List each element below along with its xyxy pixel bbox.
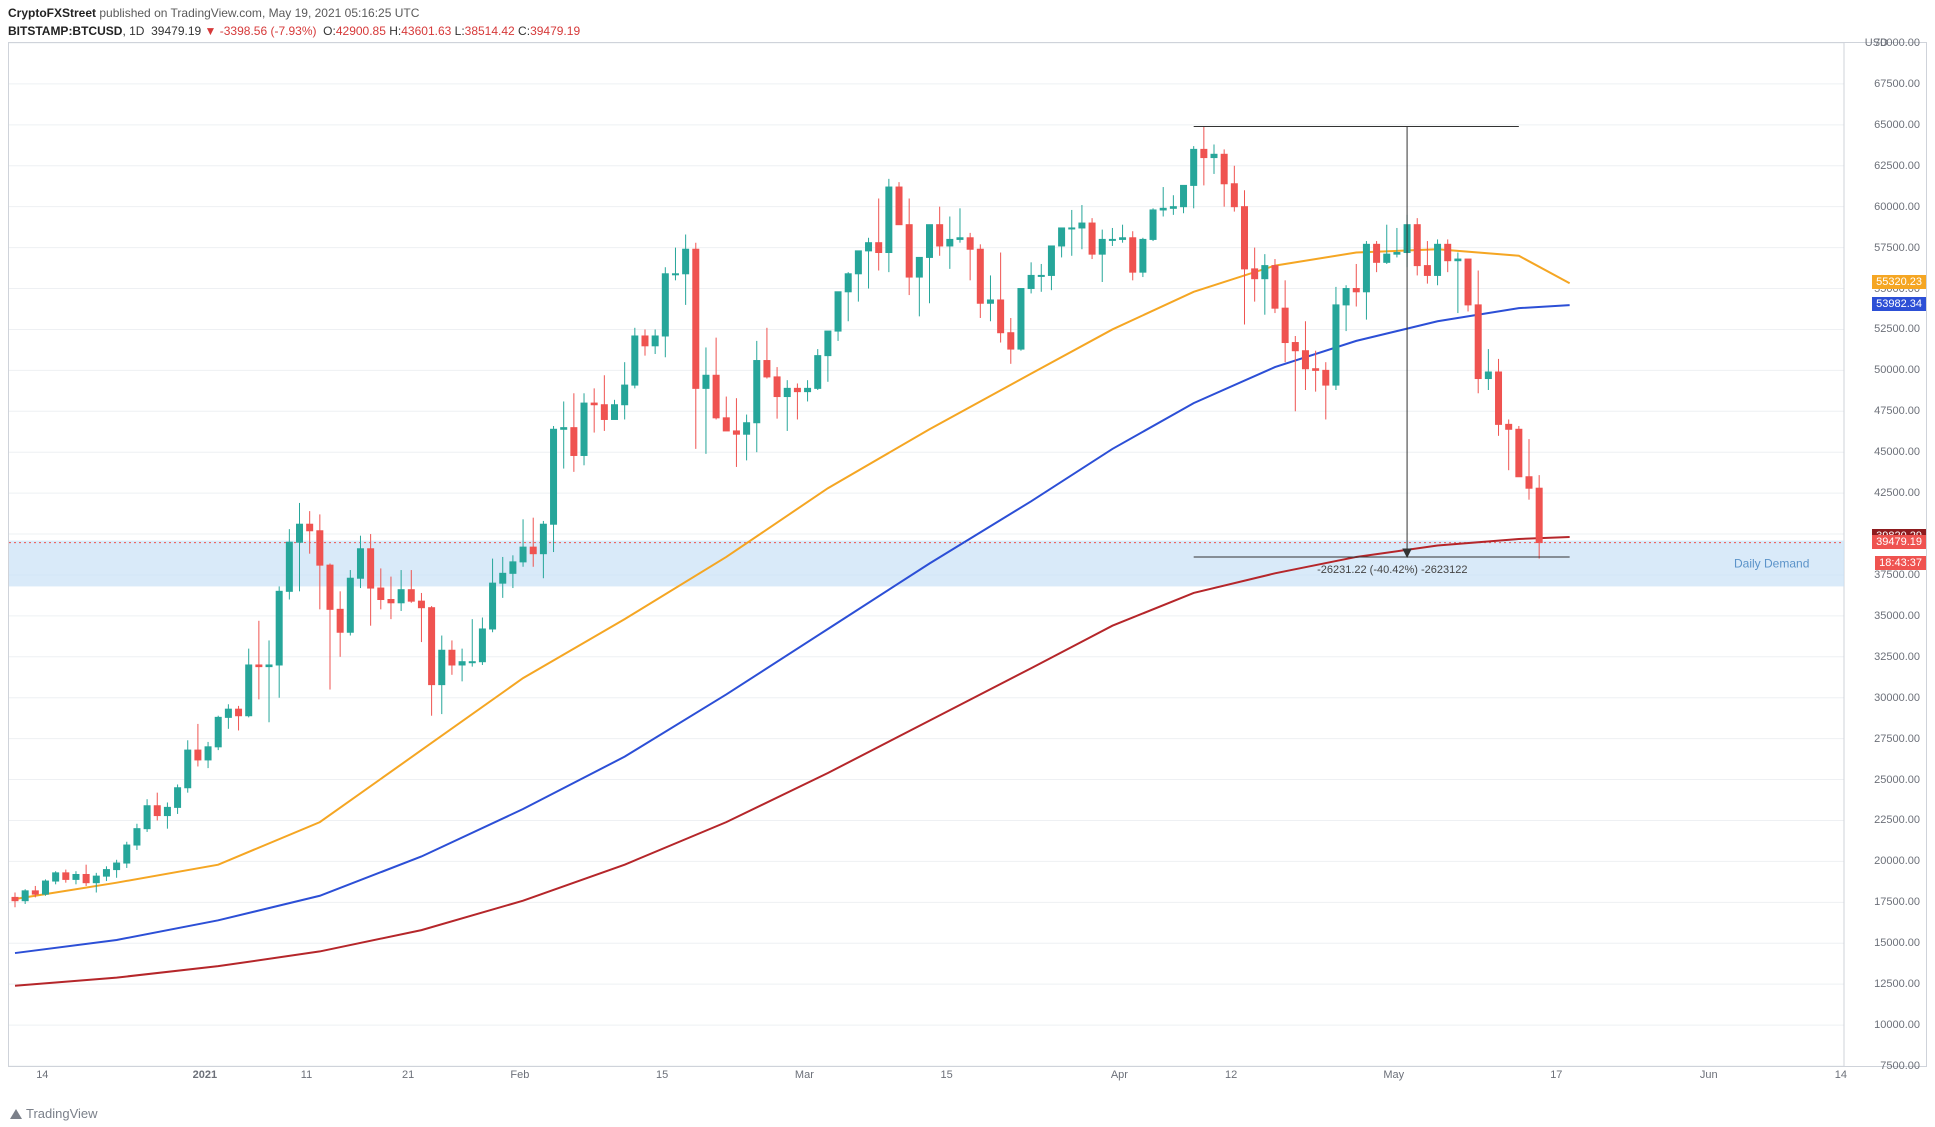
x-tick: 17 xyxy=(1550,1069,1562,1081)
y-tick: 67500.00 xyxy=(1874,78,1920,90)
chart-svg: Daily Demand -26231.22 (-40.42%) -2623122 xyxy=(9,43,1926,1066)
chart-legend: BITSTAMP:BTCUSD, 1D 39479.19 ▼ -3398.56 … xyxy=(8,24,580,38)
x-tick: May xyxy=(1383,1069,1404,1081)
x-tick: 11 xyxy=(301,1069,312,1081)
close: 39479.19 xyxy=(530,24,580,38)
y-tick: 15000.00 xyxy=(1874,937,1920,949)
down-arrow-icon: ▼ xyxy=(205,24,217,38)
x-tick: 21 xyxy=(402,1069,414,1081)
high: 43601.63 xyxy=(401,24,451,38)
y-tick: 47500.00 xyxy=(1874,405,1920,417)
x-tick: Feb xyxy=(510,1069,529,1081)
site: TradingView.com xyxy=(171,6,262,20)
timestamp: May 19, 2021 05:16:25 UTC xyxy=(269,6,420,20)
y-tick: 32500.00 xyxy=(1874,651,1920,663)
x-axis: 14 2021 11 21 Feb 15 Mar 15 Apr 12 May 17 Jun 14 xyxy=(8,1069,1927,1089)
y-unit: USD xyxy=(1865,37,1888,49)
y-axis: 7500.0010000.0012500.0015000.0017500.002… xyxy=(1846,43,1926,1066)
y-tick: 50000.00 xyxy=(1874,364,1920,376)
x-tick: 15 xyxy=(656,1069,668,1081)
low: 38514.42 xyxy=(465,24,515,38)
y-tick: 20000.00 xyxy=(1874,855,1920,867)
y-tick: 65000.00 xyxy=(1874,119,1920,131)
y-tick: 22500.00 xyxy=(1874,814,1920,826)
tradingview-watermark: TradingView xyxy=(10,1106,98,1121)
y-tick: 30000.00 xyxy=(1874,692,1920,704)
price-badge: 53982.34 xyxy=(1872,297,1926,311)
y-tick: 42500.00 xyxy=(1874,487,1920,499)
x-tick: Mar xyxy=(795,1069,814,1081)
price-badge: 18:43:37 xyxy=(1875,556,1926,570)
plot-area[interactable]: Daily Demand -26231.22 (-40.42%) -2623122… xyxy=(8,42,1927,1067)
author: CryptoFXStreet xyxy=(8,6,96,20)
change: -3398.56 xyxy=(220,24,267,38)
y-tick: 12500.00 xyxy=(1874,978,1920,990)
y-tick: 27500.00 xyxy=(1874,733,1920,745)
y-tick: 25000.00 xyxy=(1874,774,1920,786)
x-tick: 12 xyxy=(1225,1069,1237,1081)
svg-text:Daily Demand: Daily Demand xyxy=(1734,557,1809,571)
publish-line: CryptoFXStreet published on TradingView.… xyxy=(8,6,419,20)
y-tick: 62500.00 xyxy=(1874,160,1920,172)
last-price: 39479.19 xyxy=(151,24,201,38)
interval: 1D xyxy=(129,24,144,38)
open: 42900.85 xyxy=(336,24,386,38)
svg-text:-26231.22 (-40.42%) -2623122: -26231.22 (-40.42%) -2623122 xyxy=(1317,564,1467,576)
tradingview-logo-icon xyxy=(10,1109,22,1119)
x-tick: 14 xyxy=(1835,1069,1847,1081)
change-pct: (-7.93%) xyxy=(270,24,316,38)
y-tick: 17500.00 xyxy=(1874,896,1920,908)
x-tick: Jun xyxy=(1700,1069,1718,1081)
y-tick: 35000.00 xyxy=(1874,610,1920,622)
y-tick: 37500.00 xyxy=(1874,569,1920,581)
x-tick: 15 xyxy=(941,1069,953,1081)
y-tick: 57500.00 xyxy=(1874,242,1920,254)
y-tick: 10000.00 xyxy=(1874,1019,1920,1031)
published-word: published on xyxy=(99,6,167,20)
y-tick: 52500.00 xyxy=(1874,323,1920,335)
price-badge: 39479.19 xyxy=(1872,535,1926,549)
price-badge: 55320.23 xyxy=(1872,275,1926,289)
x-tick: 2021 xyxy=(193,1069,217,1081)
chart-container: CryptoFXStreet published on TradingView.… xyxy=(0,0,1935,1127)
x-tick: 14 xyxy=(36,1069,48,1081)
y-tick: 60000.00 xyxy=(1874,201,1920,213)
symbol: BITSTAMP:BTCUSD xyxy=(8,24,122,38)
x-tick: Apr xyxy=(1111,1069,1128,1081)
y-tick: 45000.00 xyxy=(1874,446,1920,458)
watermark-text: TradingView xyxy=(26,1106,98,1121)
